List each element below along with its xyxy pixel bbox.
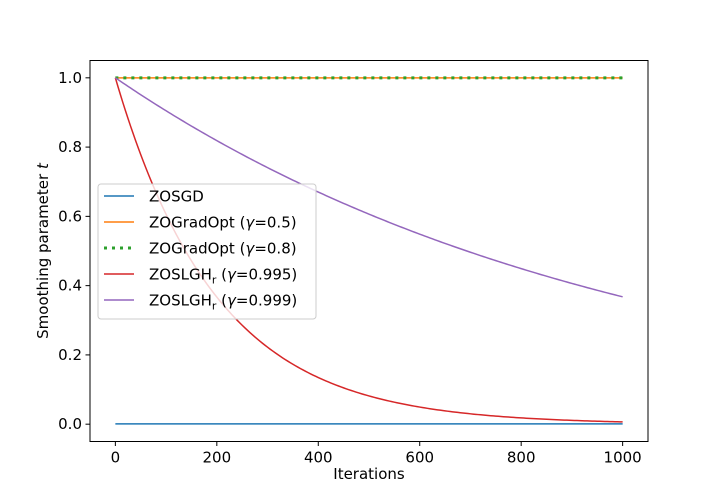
y-tick-label: 0.8	[58, 138, 82, 156]
legend-label-1: ZOGradOpt (γ=0.5)	[149, 214, 297, 232]
legend-label-4: ZOSLGHr (γ=0.999)	[149, 292, 297, 313]
x-tick-label: 1000	[604, 449, 642, 467]
y-axis: 0.0 0.2 0.4 0.6 0.8 1.0	[58, 69, 90, 433]
y-axis-label-text: Smoothing parameter	[34, 173, 52, 339]
y-tick-label: 0.0	[58, 415, 82, 433]
x-axis: 0 200 400 600 800 1000	[111, 441, 642, 467]
legend-label-2: ZOGradOpt (γ=0.8)	[149, 240, 297, 258]
legend-box	[97, 183, 317, 320]
y-tick-label: 0.2	[58, 346, 82, 364]
legend-label-3: ZOSLGHr (γ=0.995)	[149, 266, 297, 287]
x-axis-label: Iterations	[333, 465, 405, 483]
x-tick-label: 600	[405, 449, 434, 467]
x-tick-label: 0	[111, 449, 121, 467]
y-tick-label: 0.4	[58, 277, 82, 295]
legend-label-0: ZOSGD	[149, 188, 204, 206]
x-tick-label: 800	[507, 449, 536, 467]
y-tick-label: 1.0	[58, 69, 82, 87]
y-tick-label: 0.6	[58, 207, 82, 225]
legend: ZOSGD ZOGradOpt (γ=0.5) ZOGradOpt (γ=0.8) Z…	[97, 183, 317, 320]
x-tick-label: 200	[202, 449, 231, 467]
x-tick-label: 400	[304, 449, 333, 467]
series-line-4	[114, 77, 623, 298]
plot-frame	[89, 60, 649, 442]
y-axis-label-variable: t	[34, 162, 52, 169]
y-axis-label: Smoothing parameter t	[34, 162, 52, 339]
